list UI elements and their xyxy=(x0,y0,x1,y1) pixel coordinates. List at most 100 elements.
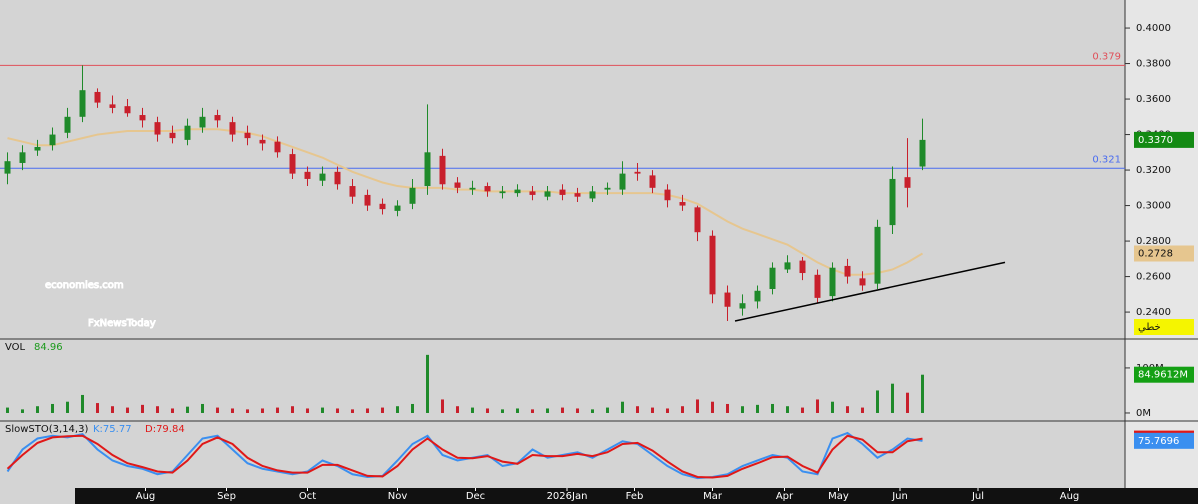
y-tick-label: 0.2800 xyxy=(1136,236,1171,247)
x-tick-label: Oct xyxy=(299,491,316,502)
volume-bar xyxy=(141,404,144,413)
candle-body xyxy=(169,132,176,139)
candle-body xyxy=(229,122,236,135)
volume-bar xyxy=(531,409,534,413)
x-axis-bar xyxy=(75,488,1198,504)
watermark: economies.com xyxy=(45,280,124,291)
candle-body xyxy=(679,202,686,206)
volume-bar xyxy=(351,409,354,413)
candle-body xyxy=(364,194,371,206)
candle-body xyxy=(754,290,761,302)
candle-body xyxy=(904,177,911,188)
volume-bar xyxy=(201,403,204,413)
candle-body xyxy=(499,191,506,194)
candle-body xyxy=(769,267,776,290)
volume-bar xyxy=(561,407,564,413)
y-tick-label: 0.2400 xyxy=(1136,307,1171,318)
x-tick-label: Feb xyxy=(626,491,644,502)
candle-body xyxy=(694,207,701,233)
last-price-label-bg xyxy=(1134,131,1194,148)
volume-bar xyxy=(516,408,519,413)
candle-body xyxy=(259,139,266,144)
candle-body xyxy=(184,125,191,140)
volume-bar xyxy=(111,406,114,413)
candle-body xyxy=(64,116,71,133)
candle-body xyxy=(34,146,41,151)
volume-bar xyxy=(471,407,474,413)
panel-title: SlowSTO(3,14,3) xyxy=(5,424,88,435)
last-volume-label-bg xyxy=(1134,366,1194,383)
candle-body xyxy=(244,132,251,139)
candle-body xyxy=(619,173,626,190)
candle-body xyxy=(304,171,311,179)
candle-body xyxy=(484,186,491,192)
y-tick-label: 0.4000 xyxy=(1136,23,1171,34)
volume-bar xyxy=(441,399,444,413)
volume-bar xyxy=(801,407,804,413)
last-indicator-label: 75.7696 xyxy=(1138,436,1179,447)
candle-body xyxy=(739,303,746,309)
candle-body xyxy=(79,90,86,117)
volume-bar xyxy=(81,394,84,413)
mode-label-bg xyxy=(1134,319,1194,335)
candle-body xyxy=(529,191,536,195)
watermark: FxNewsToday xyxy=(88,318,156,329)
candle-body xyxy=(544,191,551,197)
volume-bar xyxy=(96,403,99,413)
candle-body xyxy=(334,171,341,185)
candle-body xyxy=(289,154,296,174)
level-label: 0.321 xyxy=(1092,154,1121,165)
candle-body xyxy=(589,191,596,199)
volume-bar xyxy=(876,390,879,413)
candle-body xyxy=(874,226,881,284)
volume-bar xyxy=(6,407,9,413)
volume-bar xyxy=(861,407,864,413)
volume-bar xyxy=(906,392,909,413)
candle-body xyxy=(844,265,851,277)
volume-bar xyxy=(636,406,639,413)
volume-bar xyxy=(921,374,924,413)
x-tick-label: Aug xyxy=(136,491,156,502)
volume-bar xyxy=(786,406,789,413)
volume-bar xyxy=(696,399,699,413)
volume-bar xyxy=(621,401,624,413)
candle-body xyxy=(124,106,131,114)
volume-bar xyxy=(666,408,669,413)
mode-label: خطي xyxy=(1138,322,1161,333)
x-tick-label: Dec xyxy=(466,491,485,502)
y-tick-label: 0M xyxy=(1136,408,1151,419)
volume-bar xyxy=(501,409,504,413)
volume-bar xyxy=(726,403,729,413)
volume-bar xyxy=(66,401,69,413)
volume-bar xyxy=(711,401,714,413)
volume-bar xyxy=(261,408,264,413)
candle-body xyxy=(454,182,461,188)
volume-bar xyxy=(486,408,489,413)
candle-body xyxy=(574,193,581,197)
candle-body xyxy=(19,152,26,163)
volume-bar xyxy=(186,406,189,413)
x-tick-label: Apr xyxy=(776,491,794,502)
candle-body xyxy=(94,91,101,103)
volume-bar xyxy=(126,407,129,413)
candle-body xyxy=(784,262,791,270)
x-tick-label: Jun xyxy=(891,491,908,502)
candle-body xyxy=(109,104,116,108)
volume-bar xyxy=(246,409,249,413)
x-tick-label: Sep xyxy=(217,491,236,502)
candle-body xyxy=(634,171,641,174)
candle-body xyxy=(4,161,11,174)
volume-bar xyxy=(321,407,324,413)
volume-bar xyxy=(576,408,579,413)
candle-body xyxy=(649,175,656,188)
last-volume-label: 84.9612M xyxy=(1138,370,1188,381)
candle-body xyxy=(319,173,326,181)
volume-bar xyxy=(21,409,24,413)
candle-body xyxy=(514,189,521,194)
volume-bar xyxy=(456,406,459,413)
x-tick-label: Mar xyxy=(703,491,723,502)
last-price-label: 0.3370 xyxy=(1138,135,1173,146)
volume-bar xyxy=(276,407,279,413)
candle-body xyxy=(724,292,731,307)
candle-body xyxy=(814,274,821,298)
